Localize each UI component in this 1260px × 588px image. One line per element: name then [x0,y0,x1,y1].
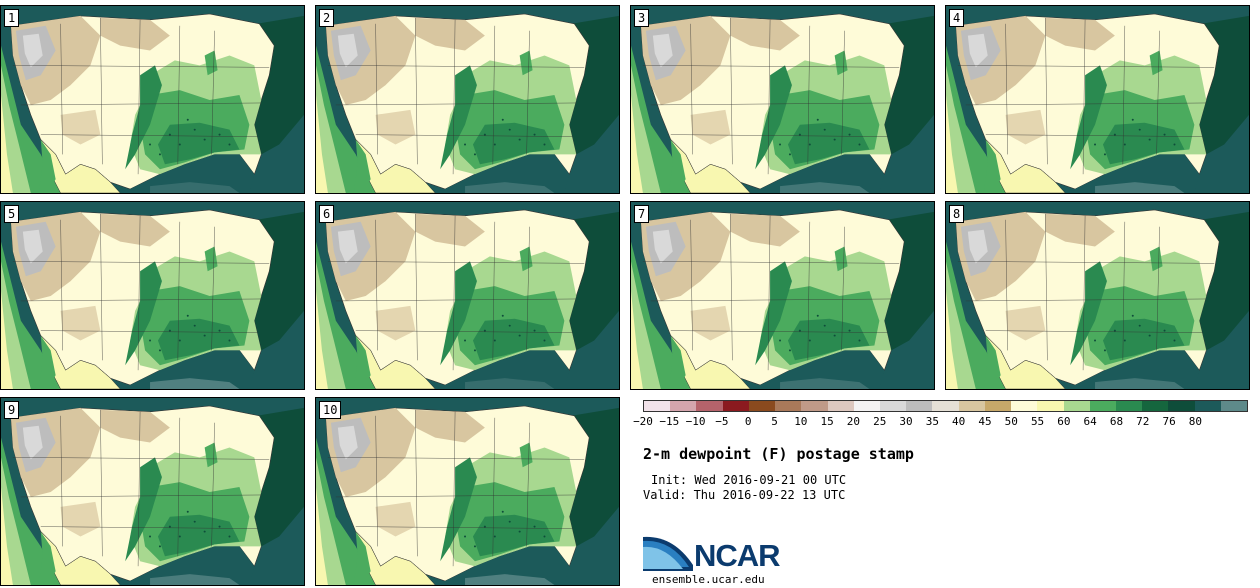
stamp-member-label: 3 [634,9,650,27]
colorbar-bin [1089,401,1116,411]
colorbar-bin [932,401,959,411]
colorbar-bin [644,401,671,411]
postage-stamp-map: 7 [630,201,935,390]
colorbar-bin [906,401,933,411]
postage-stamp-map: 6 [315,201,620,390]
stamp-member-label: 7 [634,205,650,223]
colorbar-bin [984,401,1012,411]
colorbar-tick-label: 35 [925,415,939,428]
postage-stamp-map: 10 [315,397,620,586]
postage-stamp-map: 5 [0,201,305,390]
colorbar-tick-label: 5 [771,415,778,428]
colorbar-tick-label: 60 [1057,415,1071,428]
colorbar-tick-labels: −20 −15 −10 −5 0 5 10 15 20 25 30 35 40 45 50 55 60 64 68 7… [633,415,1248,429]
stamp-member-label: 5 [4,205,20,223]
stamp-member-label: 2 [319,9,335,27]
colorbar-tick-label: 50 [1004,415,1018,428]
colorbar-bin [1220,401,1248,411]
colorbar-tick-label: 20 [846,415,861,428]
postage-stamp-map: 2 [315,5,620,194]
colorbar-bin [1115,401,1143,411]
colorbar-bin [1037,401,1064,411]
dewpoint-colorbar [643,400,1248,412]
colorbar-tick-label: −10 [685,415,706,428]
postage-stamp-map: 4 [945,5,1250,194]
colorbar-tick-label: 68 [1109,415,1124,428]
postage-stamp-map: 3 [630,5,935,194]
postage-stamp-map: 1 [0,5,305,194]
colorbar-tick-label: 55 [1030,415,1045,428]
ncar-logo-icon [643,536,693,571]
colorbar-tick-label: 64 [1083,415,1097,428]
colorbar-bin [696,401,723,411]
colorbar-bin [775,401,802,411]
colorbar-tick-label: 40 [952,415,966,428]
stamp-member-label: 1 [4,9,20,27]
colorbar-bin [827,401,854,411]
colorbar-bin [670,401,697,411]
colorbar-tick-label: 15 [820,415,834,428]
stamp-member-label: 6 [319,205,335,223]
stamp-member-label: 9 [4,401,20,419]
colorbar-tick-label: 72 [1136,415,1150,428]
ncar-logo-text: NCAR [694,538,781,573]
colorbar-bin [801,401,828,411]
colorbar-tick-label: 0 [744,415,752,428]
colorbar-bin [1168,401,1195,411]
colorbar-tick-label: −15 [659,415,680,428]
valid-time: Valid: Thu 2016-09-22 13 UTC [643,488,846,502]
colorbar-bin [1011,401,1038,411]
site-url: ensemble.ucar.edu [652,573,765,586]
colorbar-bin [722,401,749,411]
postage-stamp-map: 8 [945,201,1250,390]
chart-title: 2-m dewpoint (F) postage stamp [643,445,914,463]
colorbar-tick-label: 10 [794,415,808,428]
colorbar-tick-label: 80 [1188,415,1203,428]
colorbar-tick-label: −20 [633,415,653,428]
colorbar-tick-label: 76 [1162,415,1176,428]
colorbar-bin [1063,401,1090,411]
colorbar-tick-label: 25 [873,415,887,428]
colorbar-tick-label: 30 [899,415,913,428]
colorbar-bin [853,401,880,411]
stamp-member-label: 10 [319,401,342,419]
init-time: Init: Wed 2016-09-21 00 UTC [651,473,847,487]
colorbar-tick-label: −5 [715,415,729,428]
colorbar-bin [748,401,776,411]
colorbar-bin [1142,401,1169,411]
stamp-member-label: 4 [949,9,965,27]
colorbar-tick-label: 45 [978,415,992,428]
postage-stamp-map: 9 [0,397,305,586]
colorbar-bin [879,401,907,411]
colorbar-bin [958,401,985,411]
stamp-member-label: 8 [949,205,965,223]
colorbar-bin [1194,401,1221,411]
